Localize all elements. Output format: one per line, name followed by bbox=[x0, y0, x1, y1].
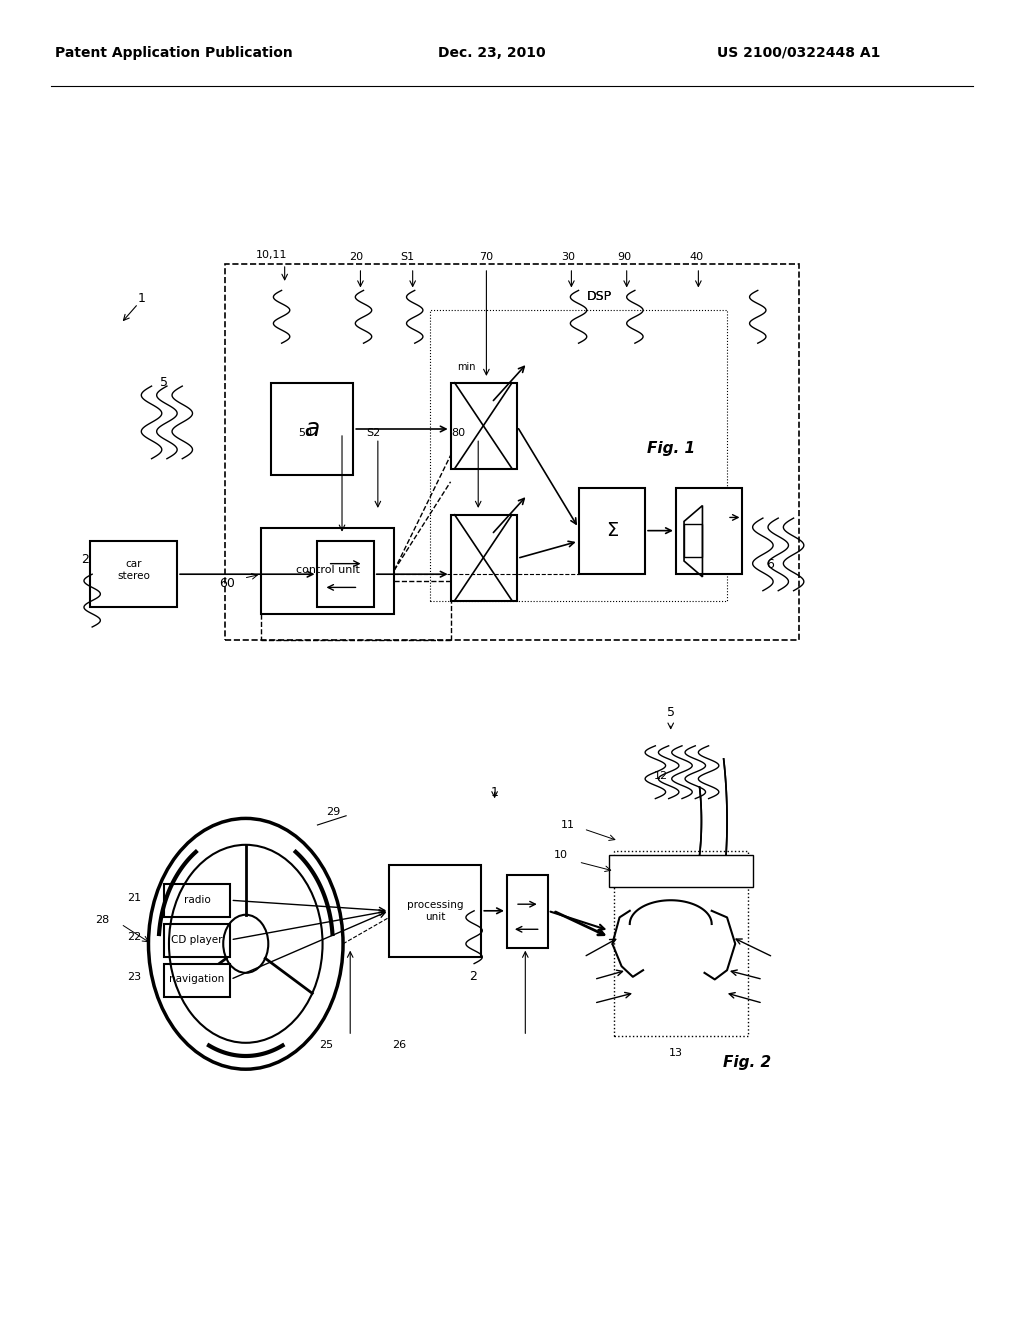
FancyBboxPatch shape bbox=[507, 875, 548, 948]
FancyBboxPatch shape bbox=[164, 964, 230, 997]
Text: 13: 13 bbox=[669, 1048, 683, 1059]
FancyBboxPatch shape bbox=[271, 383, 353, 475]
FancyBboxPatch shape bbox=[684, 524, 702, 557]
Text: 12: 12 bbox=[653, 771, 668, 781]
Text: 25: 25 bbox=[319, 1040, 334, 1051]
Text: Dec. 23, 2010: Dec. 23, 2010 bbox=[437, 46, 546, 59]
Text: 30: 30 bbox=[561, 252, 575, 263]
Text: 70: 70 bbox=[479, 252, 494, 263]
Text: 90: 90 bbox=[617, 252, 632, 263]
FancyBboxPatch shape bbox=[317, 541, 374, 607]
Text: 21: 21 bbox=[127, 892, 141, 903]
Text: 1: 1 bbox=[137, 292, 145, 305]
Text: 80: 80 bbox=[452, 428, 466, 438]
Text: 20: 20 bbox=[349, 252, 364, 263]
FancyBboxPatch shape bbox=[261, 528, 394, 614]
Text: 23: 23 bbox=[127, 972, 141, 982]
Text: 60: 60 bbox=[219, 577, 236, 590]
Text: 50: 50 bbox=[298, 428, 312, 438]
Text: a: a bbox=[304, 417, 321, 441]
Text: radio: radio bbox=[183, 895, 211, 906]
Text: Patent Application Publication: Patent Application Publication bbox=[55, 46, 293, 59]
FancyBboxPatch shape bbox=[676, 488, 742, 574]
Text: 26: 26 bbox=[392, 1040, 407, 1051]
Text: Fig. 1: Fig. 1 bbox=[647, 441, 694, 457]
FancyBboxPatch shape bbox=[579, 488, 645, 574]
Text: 40: 40 bbox=[689, 252, 703, 263]
Text: US 2100/0322448 A1: US 2100/0322448 A1 bbox=[717, 46, 881, 59]
Text: 2: 2 bbox=[469, 970, 477, 983]
Text: Fig. 2: Fig. 2 bbox=[724, 1055, 771, 1071]
FancyBboxPatch shape bbox=[90, 541, 177, 607]
Text: 2: 2 bbox=[81, 553, 89, 566]
Text: 5: 5 bbox=[667, 706, 675, 719]
Text: 22: 22 bbox=[127, 932, 141, 942]
Text: 1: 1 bbox=[490, 785, 499, 799]
Text: DSP: DSP bbox=[587, 290, 611, 304]
Text: control unit: control unit bbox=[296, 565, 359, 576]
Text: CD player: CD player bbox=[171, 935, 223, 945]
FancyBboxPatch shape bbox=[164, 924, 230, 957]
Text: 10,11: 10,11 bbox=[256, 249, 287, 260]
FancyBboxPatch shape bbox=[164, 884, 230, 917]
Text: 5: 5 bbox=[160, 376, 168, 389]
Text: 28: 28 bbox=[95, 915, 110, 925]
Text: set minimum volume: set minimum volume bbox=[633, 867, 729, 875]
FancyBboxPatch shape bbox=[389, 865, 481, 957]
FancyBboxPatch shape bbox=[451, 383, 517, 469]
Text: 29: 29 bbox=[326, 807, 340, 817]
FancyBboxPatch shape bbox=[451, 515, 517, 601]
Text: navigation: navigation bbox=[170, 974, 224, 985]
Text: 11: 11 bbox=[561, 820, 575, 830]
Text: min: min bbox=[457, 362, 475, 372]
Text: car
stereo: car stereo bbox=[117, 560, 151, 581]
Text: 6: 6 bbox=[766, 558, 774, 572]
Text: S2: S2 bbox=[367, 428, 381, 438]
Text: 10: 10 bbox=[554, 850, 568, 861]
FancyBboxPatch shape bbox=[609, 855, 753, 887]
Text: DSP: DSP bbox=[587, 290, 611, 304]
Text: processing
unit: processing unit bbox=[407, 900, 464, 921]
Text: S1: S1 bbox=[400, 252, 415, 263]
Text: Σ: Σ bbox=[606, 521, 617, 540]
